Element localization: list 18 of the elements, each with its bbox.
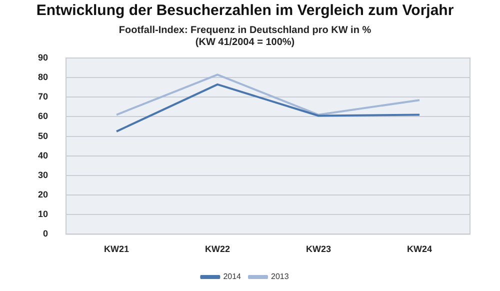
legend-label: 2014 [223, 272, 242, 282]
y-tick-label: 40 [38, 150, 48, 160]
y-tick-label: 0 [42, 228, 48, 239]
y-tick-label: 30 [38, 170, 48, 180]
x-tick-label: KW21 [104, 244, 130, 254]
chart-title: Entwicklung der Besucherzahlen im Vergleich zum Vorjahr [36, 2, 454, 20]
x-tick-label: KW22 [205, 244, 230, 254]
y-tick-label: 70 [38, 92, 48, 102]
y-tick-label: 90 [38, 52, 48, 62]
y-tick-label: 60 [38, 111, 48, 122]
y-tick-label: 80 [38, 72, 48, 82]
chart-subtitle: Footfall-Index: Frequenz in Deutschland pro KW in % (KW 41/2004 = 100%) [118, 24, 372, 48]
x-tick-label: KW23 [306, 244, 332, 254]
legend-label: 2013 [271, 272, 290, 282]
y-tick-label: 50 [38, 130, 48, 141]
x-tick-label: KW24 [406, 244, 432, 254]
y-tick-label: 10 [38, 209, 48, 220]
y-tick-label: 20 [38, 190, 48, 200]
